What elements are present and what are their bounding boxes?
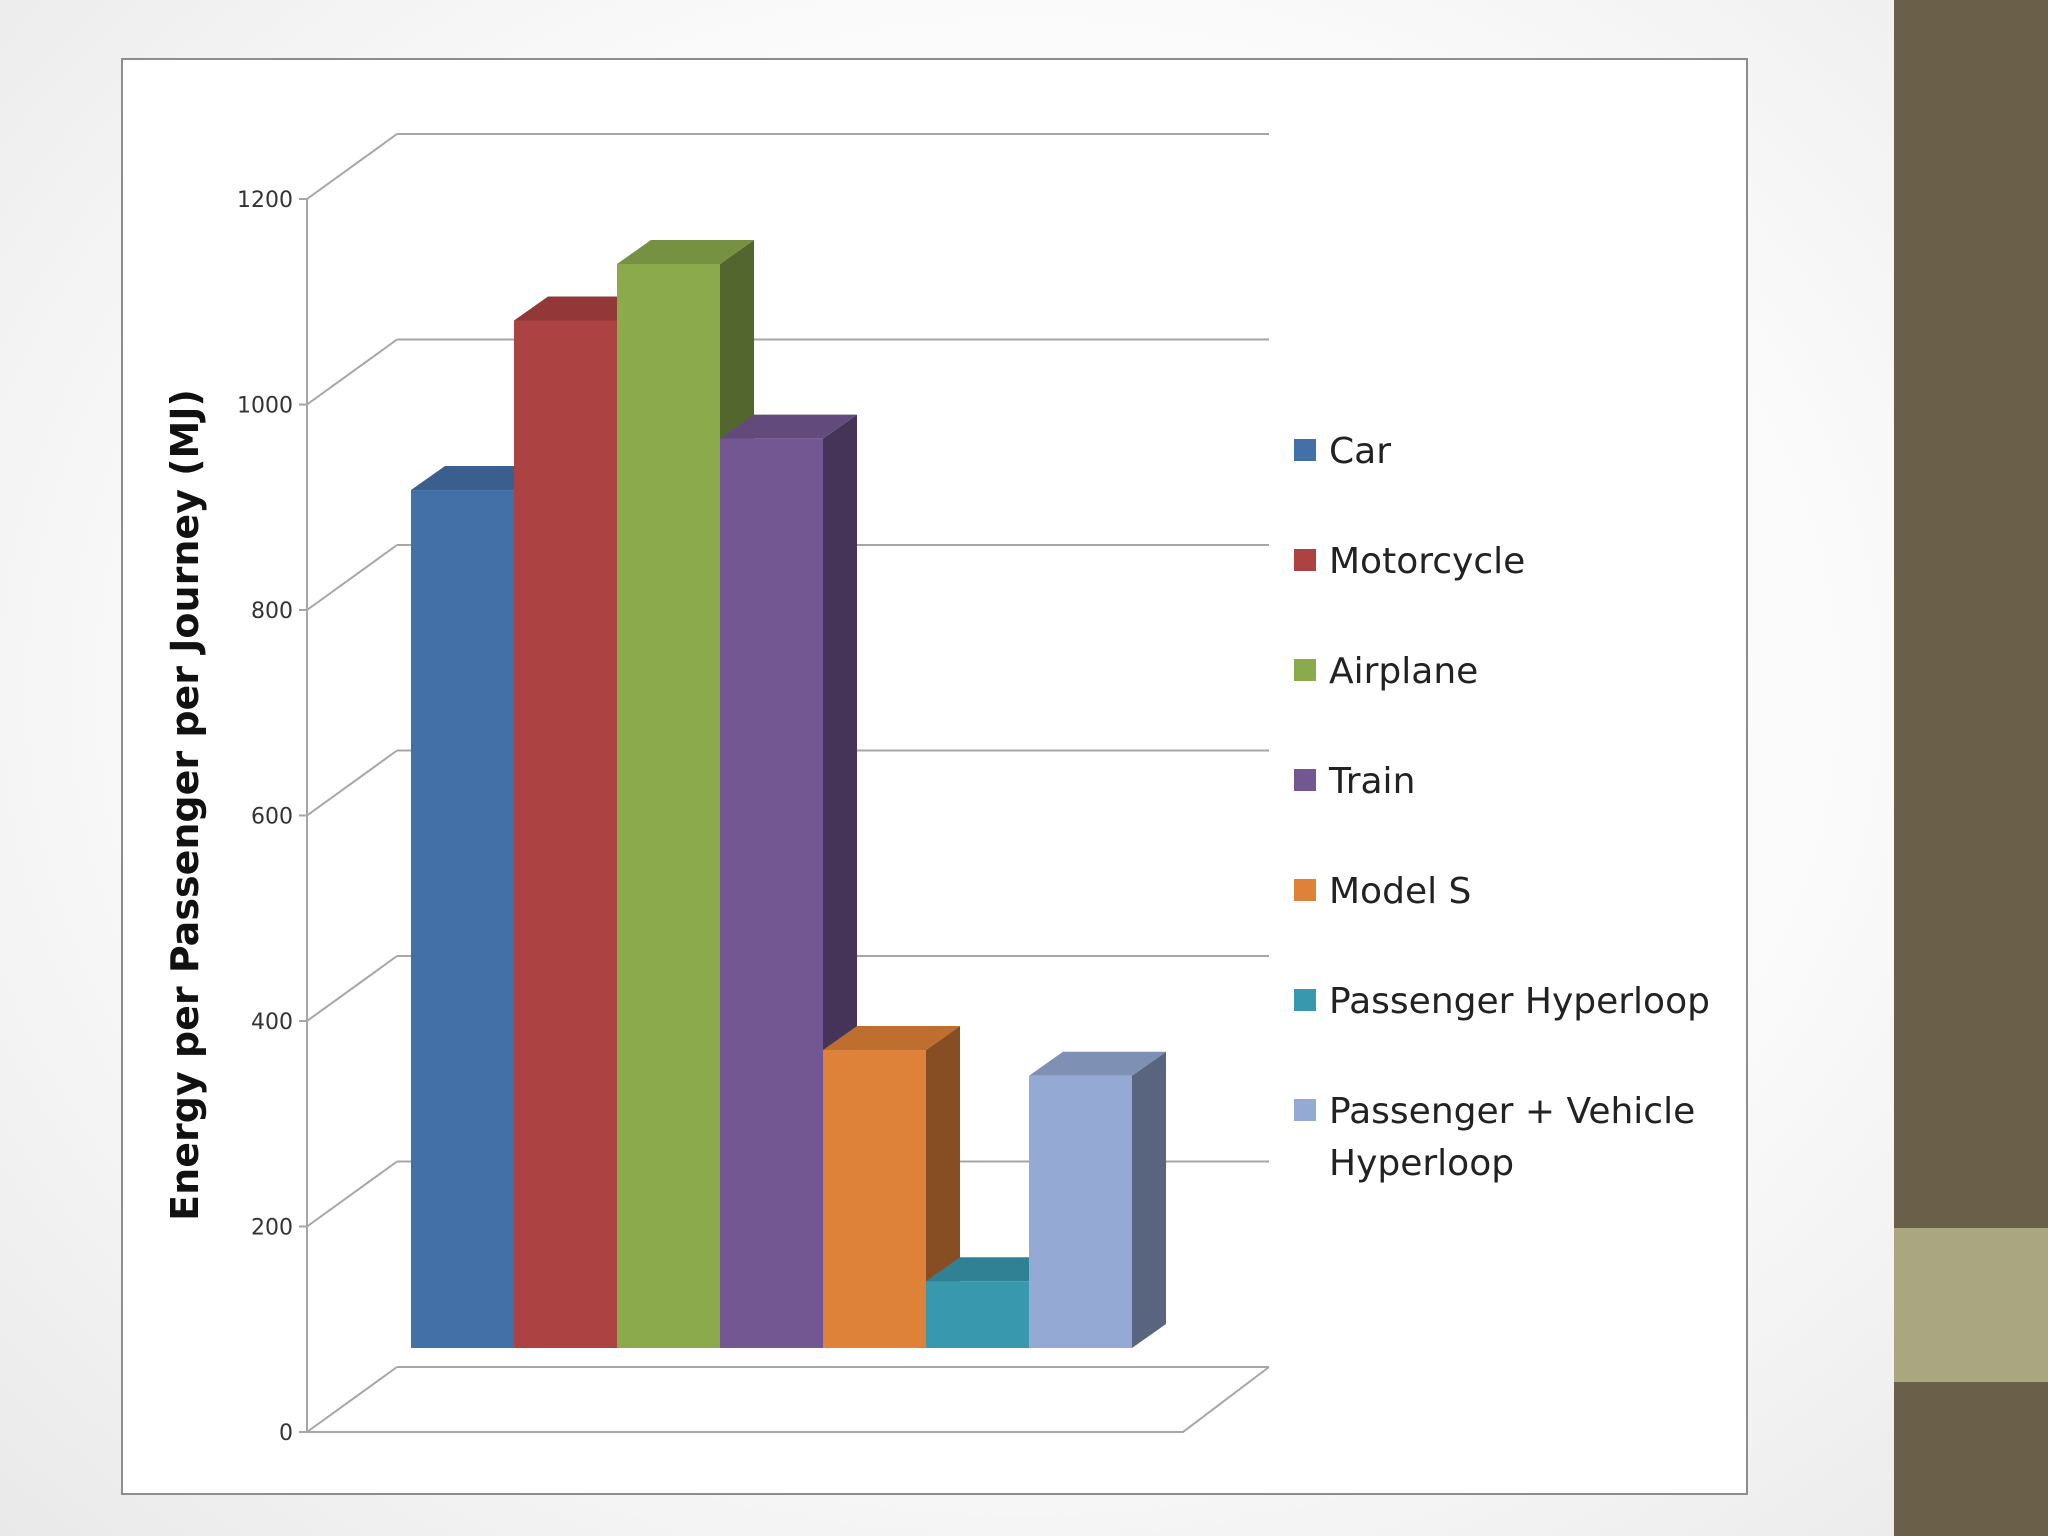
bar-top: [823, 1026, 960, 1051]
y-tick-label: 1000: [237, 394, 293, 419]
y-axis: 0 200 400 600 800 1000 1200: [237, 188, 308, 1446]
bar-front: [823, 1050, 926, 1348]
bar: [720, 414, 857, 1349]
gridline-side: [306, 1160, 398, 1228]
legend-entry: Train: [1294, 761, 1415, 802]
bar-top: [720, 414, 857, 439]
legend-entry: Model S: [1294, 871, 1471, 912]
legend-entry: Motorcycle: [1294, 541, 1525, 582]
y-tick-label: 200: [251, 1216, 293, 1241]
legend-swatch: [1294, 439, 1316, 461]
chart-frame: 0 200 400 600 800 1000 1200 Car Motorcycle Airpl…: [121, 58, 1748, 1495]
legend-label: Passenger Hyperloop: [1329, 981, 1710, 1022]
gridline-side: [306, 749, 398, 817]
legend-entry: Passenger + Vehicle Hyperloop: [1294, 1091, 1695, 1184]
bars: [411, 239, 1166, 1349]
gridline-side: [306, 133, 398, 200]
bar-top: [617, 239, 754, 264]
gridline-side: [306, 1366, 398, 1433]
floor-edge: [307, 1366, 1270, 1433]
legend-label: Car: [1329, 431, 1391, 472]
y-axis-title: Energy per Passenger per Journey (MJ): [163, 389, 207, 1221]
legend-label: Train: [1328, 761, 1415, 802]
legend-label: Hyperloop: [1329, 1143, 1514, 1184]
legend-label: Model S: [1329, 871, 1471, 912]
gridline-side: [306, 544, 398, 611]
legend-swatch: [1294, 989, 1316, 1011]
side-panel-dark-bottom: [1894, 1382, 2048, 1536]
bar-front: [411, 490, 514, 1349]
legend-swatch: [1294, 879, 1316, 901]
legend-label: Motorcycle: [1329, 541, 1525, 582]
bar-chart: 0 200 400 600 800 1000 1200 Car Motorcycle Airpl…: [163, 133, 1710, 1446]
y-tick-label: 800: [251, 599, 293, 624]
bar: [1029, 1051, 1166, 1348]
y-tick-label: 0: [279, 1421, 293, 1446]
side-panel-light: [1894, 1228, 2048, 1382]
bar: [823, 1026, 960, 1348]
legend-label: Airplane: [1329, 651, 1478, 692]
bar-top: [411, 466, 548, 491]
bar-front: [617, 263, 720, 1348]
side-panel-dark-top: [1894, 0, 2048, 1228]
bar-top: [514, 296, 651, 321]
bar-front: [514, 320, 617, 1348]
bar-side: [1132, 1051, 1166, 1348]
bar-top: [926, 1257, 1063, 1282]
legend-label: Passenger + Vehicle: [1329, 1091, 1695, 1132]
legend-swatch: [1294, 549, 1316, 571]
legend: Car Motorcycle Airplane Train Model S Passeng…: [1294, 431, 1710, 1184]
gridline-side: [306, 338, 398, 406]
legend-entry: Passenger Hyperloop: [1294, 981, 1710, 1022]
gridline-side: [306, 955, 398, 1022]
legend-entry: Airplane: [1294, 651, 1478, 692]
y-tick-label: 1200: [237, 188, 293, 213]
bar-front: [926, 1281, 1029, 1348]
bar-front: [720, 438, 823, 1349]
bar-top: [1029, 1051, 1166, 1076]
legend-swatch: [1294, 1099, 1316, 1121]
legend-swatch: [1294, 769, 1316, 791]
bar-front: [1029, 1075, 1132, 1348]
y-tick-label: 400: [251, 1010, 293, 1035]
legend-entry: Car: [1294, 431, 1391, 472]
y-tick-label: 600: [251, 805, 293, 830]
legend-swatch: [1294, 659, 1316, 681]
